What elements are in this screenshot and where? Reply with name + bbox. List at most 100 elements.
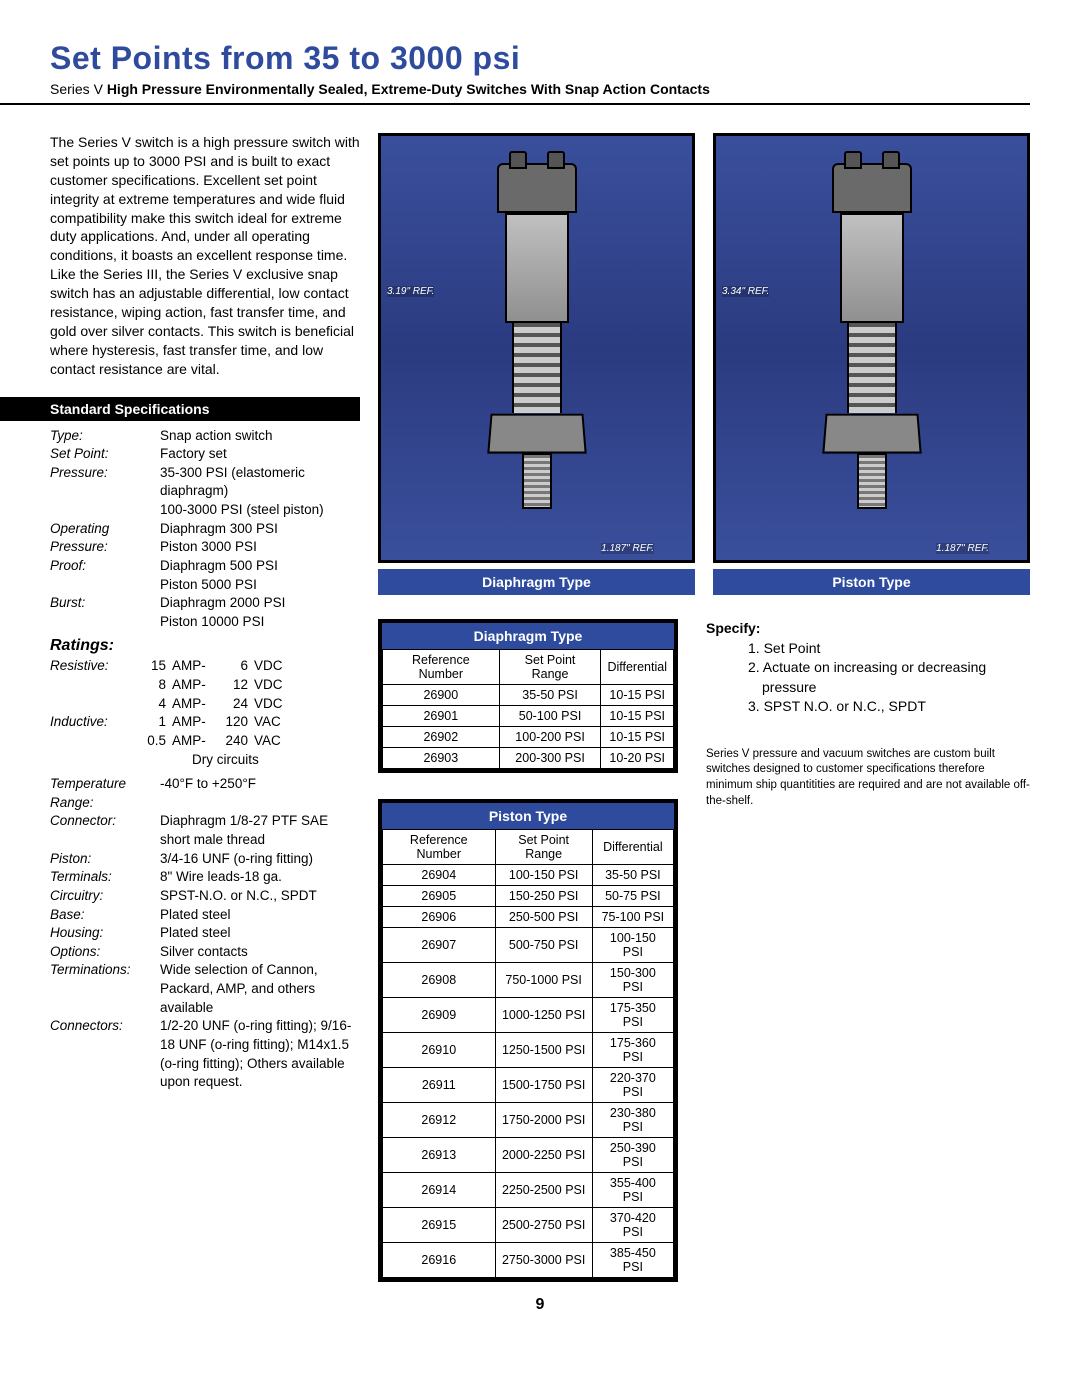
table-cell: 26910 — [383, 1033, 496, 1068]
table-cell: 2750-3000 PSI — [495, 1243, 592, 1278]
rating-unit: VDC — [254, 695, 298, 714]
rating-unit: AMP- — [172, 657, 218, 676]
diaphragm-table-title: Diaphragm Type — [382, 623, 674, 649]
spec-label: Type: — [50, 427, 160, 446]
rating-unit: VAC — [254, 732, 298, 751]
specify-label: Specify: — [706, 620, 760, 636]
table-row: 269121750-2000 PSI230-380 PSI — [383, 1103, 674, 1138]
rating-unit: VDC — [254, 676, 298, 695]
table-cell: 26906 — [383, 907, 496, 928]
table-cell: 1750-2000 PSI — [495, 1103, 592, 1138]
spec-label: Connectors: — [50, 1017, 160, 1092]
spec-value: 35-300 PSI (elastomeric diaphragm)100-30… — [160, 464, 360, 520]
table-row: 26908750-1000 PSI150-300 PSI — [383, 963, 674, 998]
rating-value: 120 — [218, 713, 254, 732]
rating-label: Resistive: — [50, 657, 140, 676]
table-cell: 26916 — [383, 1243, 496, 1278]
table-row: 26905150-250 PSI50-75 PSI — [383, 886, 674, 907]
page-number: 9 — [50, 1296, 1030, 1314]
table-header: Reference Number — [383, 830, 496, 865]
table-row: 269132000-2250 PSI250-390 PSI — [383, 1138, 674, 1173]
spec-value: Snap action switch — [160, 427, 360, 446]
intro-paragraph: The Series V switch is a high pressure s… — [50, 133, 360, 379]
spec-value: -40°F to +250°F — [160, 775, 360, 812]
table-row: 269091000-1250 PSI175-350 PSI — [383, 998, 674, 1033]
table-cell: 26903 — [383, 748, 500, 769]
ratings-list: Resistive:15AMP-6VDC8AMP-12VDC4AMP-24VDC… — [50, 657, 360, 750]
table-header: Set Point Range — [499, 650, 601, 685]
table-cell: 26900 — [383, 685, 500, 706]
table-cell: 26909 — [383, 998, 496, 1033]
rating-value: 240 — [218, 732, 254, 751]
diaphragm-switch-illustration — [482, 163, 592, 533]
table-cell: 26901 — [383, 706, 500, 727]
table-cell: 175-350 PSI — [592, 998, 673, 1033]
spec-label: Circuitry: — [50, 887, 160, 906]
spec-label: Burst: — [50, 594, 160, 631]
rating-value: 1 — [140, 713, 172, 732]
spec-label: Terminations: — [50, 961, 160, 1017]
table-cell: 2250-2500 PSI — [495, 1173, 592, 1208]
spec-value: 8" Wire leads-18 ga. — [160, 868, 360, 887]
table-header: Set Point Range — [495, 830, 592, 865]
table-cell: 75-100 PSI — [592, 907, 673, 928]
table-cell: 26907 — [383, 928, 496, 963]
table-cell: 500-750 PSI — [495, 928, 592, 963]
table-cell: 1250-1500 PSI — [495, 1033, 592, 1068]
table-cell: 1000-1250 PSI — [495, 998, 592, 1033]
diaphragm-caption: Diaphragm Type — [378, 569, 695, 595]
subtitle-prefix: Series V — [50, 81, 107, 97]
page-title: Set Points from 35 to 3000 psi — [50, 40, 1030, 77]
table-cell: 250-500 PSI — [495, 907, 592, 928]
spec-value: Diaphragm 1/8-27 PTF SAE short male thre… — [160, 812, 360, 849]
spec-label: Set Point: — [50, 445, 160, 464]
table-cell: 100-150 PSI — [592, 928, 673, 963]
footnote: Series V pressure and vacuum switches ar… — [706, 747, 1030, 809]
specify-block: Specify: 1. Set Point2. Actuate on incre… — [706, 619, 1030, 717]
rating-unit: VDC — [254, 657, 298, 676]
table-cell: 355-400 PSI — [592, 1173, 673, 1208]
table-header: Differential — [601, 650, 674, 685]
table-row: 269142250-2500 PSI355-400 PSI — [383, 1173, 674, 1208]
specs-list: Type:Snap action switchSet Point:Factory… — [50, 427, 360, 632]
rating-unit: AMP- — [172, 713, 218, 732]
table-row: 269111500-1750 PSI220-370 PSI — [383, 1068, 674, 1103]
spec-value: Wide selection of Cannon, Packard, AMP, … — [160, 961, 360, 1017]
specify-item: 3. SPST N.O. or N.C., SPDT — [762, 697, 1030, 717]
table-cell: 26904 — [383, 865, 496, 886]
specify-item: 1. Set Point — [762, 639, 1030, 659]
spec-value: Plated steel — [160, 906, 360, 925]
table-cell: 50-75 PSI — [592, 886, 673, 907]
specify-item: 2. Actuate on increasing or decreasing p… — [762, 658, 1030, 697]
table-row: 26904100-150 PSI35-50 PSI — [383, 865, 674, 886]
table-cell: 26911 — [383, 1068, 496, 1103]
table-cell: 26914 — [383, 1173, 496, 1208]
spec-label: Base: — [50, 906, 160, 925]
spec-value: Diaphragm 500 PSIPiston 5000 PSI — [160, 557, 360, 594]
table-cell: 175-360 PSI — [592, 1033, 673, 1068]
spec-label: Terminals: — [50, 868, 160, 887]
rating-value: 24 — [218, 695, 254, 714]
table-cell: 150-250 PSI — [495, 886, 592, 907]
table-row: 269162750-3000 PSI385-450 PSI — [383, 1243, 674, 1278]
table-cell: 220-370 PSI — [592, 1068, 673, 1103]
table-cell: 2500-2750 PSI — [495, 1208, 592, 1243]
table-cell: 26908 — [383, 963, 496, 998]
table-row: 269152500-2750 PSI370-420 PSI — [383, 1208, 674, 1243]
table-cell: 10-20 PSI — [601, 748, 674, 769]
ratings-header: Ratings: — [50, 637, 360, 655]
table-cell: 1500-1750 PSI — [495, 1068, 592, 1103]
table-cell: 10-15 PSI — [601, 706, 674, 727]
table-header: Reference Number — [383, 650, 500, 685]
table-row: 269101250-1500 PSI175-360 PSI — [383, 1033, 674, 1068]
table-cell: 50-100 PSI — [499, 706, 601, 727]
rating-unit: AMP- — [172, 676, 218, 695]
table-cell: 26902 — [383, 727, 500, 748]
table-row: 26906250-500 PSI75-100 PSI — [383, 907, 674, 928]
rating-value: 15 — [140, 657, 172, 676]
rating-label — [50, 695, 140, 714]
piston-table: Piston Type Reference NumberSet Point Ra… — [378, 799, 678, 1282]
table-cell: 200-300 PSI — [499, 748, 601, 769]
spec-label: Temperature Range: — [50, 775, 160, 812]
table-cell: 26915 — [383, 1208, 496, 1243]
